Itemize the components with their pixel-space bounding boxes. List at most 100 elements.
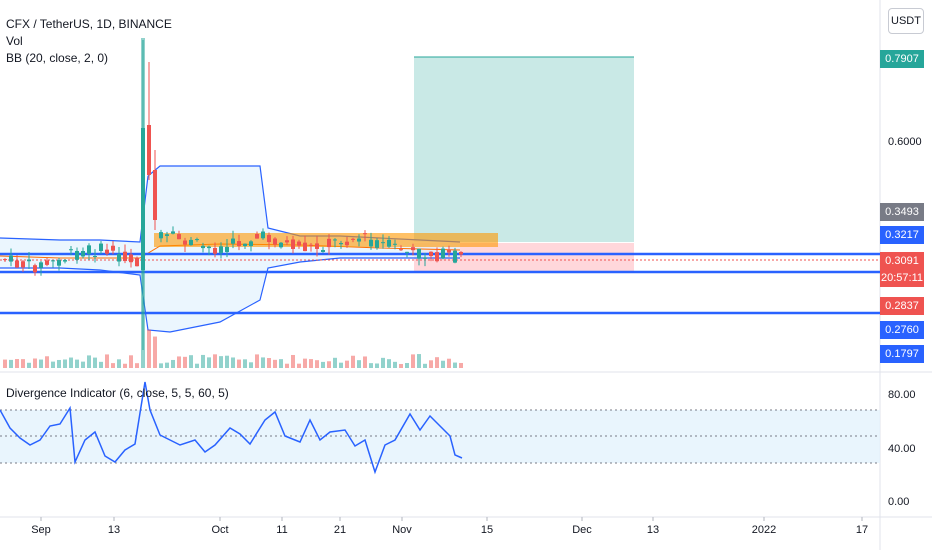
volume-bar	[381, 357, 385, 368]
candle-body	[189, 239, 193, 246]
candle-body	[243, 243, 247, 246]
target-zone[interactable]	[414, 57, 634, 242]
candle-body	[363, 233, 367, 235]
volume-bar	[213, 354, 217, 368]
candle-body	[105, 249, 109, 254]
candle-body	[411, 247, 415, 251]
volume-bar	[87, 355, 91, 368]
candle-body	[357, 238, 361, 242]
time-label: 13	[107, 524, 121, 536]
volume-bar	[99, 361, 103, 368]
volume-bar	[129, 355, 133, 368]
osc-tick-80: 80.00	[888, 389, 916, 401]
volume-bar	[375, 363, 379, 368]
price-tag-stop: 0.2837	[880, 297, 924, 315]
candle-body	[387, 239, 391, 247]
candle-body	[351, 238, 355, 240]
bb-fill	[0, 166, 460, 332]
candle-body	[165, 234, 169, 236]
osc-tick-0: 0.00	[888, 496, 910, 508]
volume-bar	[441, 360, 445, 368]
price-tag-level: 0.2760	[880, 321, 924, 339]
volume-legend[interactable]: Vol	[6, 34, 23, 48]
candle-body	[39, 262, 43, 268]
candle-body	[15, 260, 19, 268]
price-tag-box-high: 0.3493	[880, 203, 924, 221]
candle-body	[339, 243, 343, 245]
volume-bar	[327, 361, 331, 368]
volume-bar	[249, 362, 253, 368]
volume-bar	[405, 363, 409, 368]
volume-bar	[285, 363, 289, 368]
candle-body	[33, 265, 37, 273]
volume-bar	[141, 38, 145, 368]
volume-bar	[255, 354, 259, 368]
volume-bar	[429, 360, 433, 368]
volume-bar	[309, 359, 313, 368]
volume-bar	[357, 360, 361, 368]
volume-bar	[153, 336, 157, 368]
candle-body	[297, 241, 301, 246]
volume-bar	[165, 362, 169, 368]
candle-body	[447, 249, 451, 253]
volume-bar	[63, 359, 67, 368]
candle-body	[423, 257, 427, 259]
currency-button[interactable]: USDT	[888, 8, 924, 34]
volume-bar	[417, 354, 421, 368]
candle-body	[159, 232, 163, 239]
candle-body	[249, 241, 253, 246]
candle-body	[399, 249, 403, 251]
candle-body	[183, 240, 187, 245]
volume-bar	[9, 359, 13, 368]
symbol-title[interactable]: CFX / TetherUS, 1D, BINANCE	[6, 17, 172, 31]
oscillator-legend[interactable]: Divergence Indicator (6, close, 5, 5, 60…	[6, 386, 229, 400]
candle-body	[393, 243, 397, 245]
candle-body	[81, 251, 85, 257]
volume-bar	[45, 356, 49, 368]
volume-bar	[363, 356, 367, 368]
candle-body	[57, 259, 61, 266]
volume-bar	[339, 362, 343, 368]
candle-body	[147, 125, 151, 175]
orange-box[interactable]	[154, 233, 498, 247]
volume-bar	[225, 355, 229, 368]
candle-body	[45, 260, 49, 265]
candle-body	[255, 233, 259, 239]
candle-body	[195, 239, 199, 241]
volume-bar	[459, 362, 463, 368]
candle-body	[9, 255, 13, 262]
volume-bar	[435, 357, 439, 368]
candle-body	[123, 251, 127, 262]
volume-bar	[3, 359, 7, 368]
osc-tick-40: 40.00	[888, 443, 916, 455]
candle-body	[441, 248, 445, 259]
time-label: 13	[646, 524, 660, 536]
candle-body	[93, 255, 97, 257]
candle-body	[171, 231, 175, 234]
volume-bar	[321, 361, 325, 368]
candle-body	[279, 242, 283, 248]
candle-body	[285, 240, 289, 243]
candle-body	[225, 246, 229, 253]
volume-bar	[33, 358, 37, 368]
price-tag-target: 0.7907	[880, 50, 924, 68]
candle-body	[3, 259, 7, 261]
candle-body	[417, 248, 421, 259]
candle-body	[75, 250, 79, 260]
volume-bar	[39, 359, 43, 368]
candle-body	[375, 240, 379, 248]
price-tag-last: 0.3091	[880, 252, 924, 270]
volume-bar	[303, 358, 307, 368]
candle-body	[267, 234, 271, 243]
candle-body	[273, 238, 277, 245]
price-tag-bb-lower: 0.1797	[880, 345, 924, 363]
volume-bar	[291, 354, 295, 368]
candle-body	[21, 261, 25, 268]
candle-body	[87, 245, 91, 254]
bb-legend[interactable]: BB (20, close, 2, 0)	[6, 51, 109, 65]
time-label: Oct	[211, 524, 229, 536]
candle-body	[219, 246, 223, 253]
volume-bar	[21, 359, 25, 368]
